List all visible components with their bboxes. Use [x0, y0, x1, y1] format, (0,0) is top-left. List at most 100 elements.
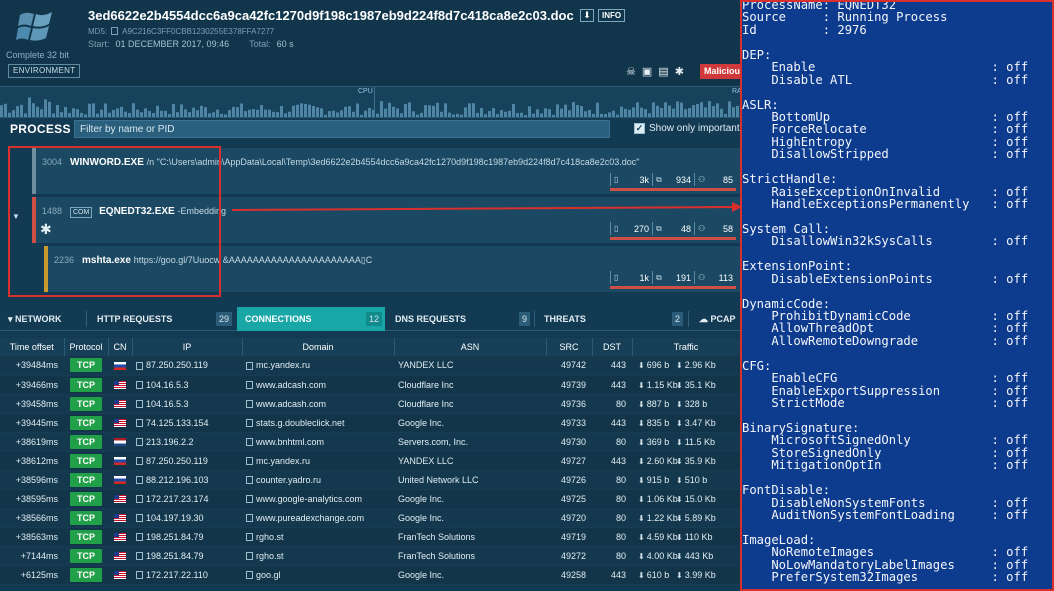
dst-port: 443 — [592, 375, 632, 395]
copy-icon[interactable] — [246, 419, 253, 428]
verdict-badge: Malicious — [700, 64, 740, 79]
process-item-eqnedt32[interactable]: 1488 COM EQNEDT32.EXE -Embedding ✱ ▯ 270 … — [32, 197, 740, 243]
download-arrow-icon: ⬇ — [638, 494, 645, 504]
copy-icon[interactable] — [136, 438, 143, 447]
info-button[interactable]: INFO — [598, 9, 626, 22]
country-flag-icon — [114, 476, 126, 485]
table-row[interactable]: +38563ms TCP 198.251.84.79 rgho.st FranTech … — [0, 527, 740, 547]
table-row[interactable]: +6125ms TCP 172.217.22.110 goo.gl Google Inc… — [0, 565, 740, 585]
table-row[interactable]: +38566ms TCP 104.197.19.30 www.pureadexchan… — [0, 508, 740, 528]
copy-icon[interactable] — [136, 533, 143, 542]
copy-icon[interactable] — [136, 381, 143, 390]
asn: FranTech Solutions — [394, 546, 546, 566]
cpu-bar — [668, 105, 671, 117]
copy-icon[interactable] — [246, 495, 253, 504]
tab-network[interactable]: ▾ NETWORK — [8, 314, 62, 324]
download-arrow-icon: ⬇ — [638, 380, 645, 390]
asn: United Network LLC — [394, 470, 546, 490]
tab-dns-requests[interactable]: DNS REQUESTS 9 — [387, 307, 533, 331]
total-value: 60 s — [276, 39, 294, 49]
table-row[interactable]: +39458ms TCP 104.16.5.3 www.adcash.com Cloud… — [0, 394, 740, 414]
cpu-bar — [232, 106, 235, 117]
dst-port: 80 — [592, 508, 632, 528]
cpu-bar — [168, 114, 171, 117]
cpu-bar — [528, 106, 531, 117]
cpu-bar — [156, 105, 159, 117]
copy-icon[interactable] — [136, 476, 143, 485]
col-domain[interactable]: Domain — [242, 338, 395, 356]
cpu-bar — [680, 102, 683, 117]
col-protocol[interactable]: Protocol — [64, 338, 109, 356]
copy-icon[interactable] — [246, 476, 253, 485]
copy-icon[interactable] — [136, 457, 143, 466]
tab-http-requests[interactable]: HTTP REQUESTS 29 — [89, 307, 235, 331]
table-row[interactable]: +7144ms TCP 198.251.84.79 rgho.st FranTech S… — [0, 546, 740, 566]
copy-icon[interactable] — [136, 495, 143, 504]
download-icon[interactable]: ⬇ — [580, 9, 594, 22]
process-filter-input[interactable] — [74, 120, 610, 138]
copy-icon[interactable] — [136, 514, 143, 523]
cpu-bar — [436, 102, 439, 117]
asn: Cloudflare Inc — [394, 375, 546, 395]
copy-icon[interactable] — [111, 27, 119, 35]
traffic-in: 2.96 Kb — [684, 360, 716, 371]
download-arrow-icon: ⬇ — [638, 399, 645, 409]
powershell-line: ExtensionPoint: — [742, 259, 853, 274]
traffic-out: 610 b — [646, 569, 670, 580]
traffic-out: 1.22 Kb — [646, 512, 678, 523]
tab-connections[interactable]: CONNECTIONS 12 — [237, 307, 385, 331]
copy-icon[interactable] — [246, 514, 253, 523]
collapse-arrow-icon[interactable]: ▼ — [12, 212, 20, 221]
copy-icon[interactable] — [246, 381, 253, 390]
traffic-in: 3.99 Kb — [684, 569, 716, 580]
country-flag-icon — [114, 457, 126, 466]
copy-icon[interactable] — [136, 400, 143, 409]
col-src[interactable]: SRC — [546, 338, 593, 356]
col-dst[interactable]: DST — [592, 338, 633, 356]
table-row[interactable]: +38619ms TCP 213.196.2.2 www.bnhtml.com Serv… — [0, 432, 740, 452]
cpu-bar — [620, 106, 623, 117]
copy-icon[interactable] — [246, 552, 253, 561]
copy-icon[interactable] — [136, 419, 143, 428]
copy-icon[interactable] — [246, 533, 253, 542]
ip-address: 74.125.133.154 — [146, 417, 209, 428]
cpu-bar — [88, 103, 91, 117]
copy-icon[interactable] — [246, 457, 253, 466]
cpu-bar — [384, 108, 387, 117]
copy-icon[interactable] — [136, 361, 143, 370]
process-item-mshta[interactable]: 2236 mshta.exe https://goo.gl/7Uuocw &AA… — [44, 246, 740, 292]
tab-threats[interactable]: THREATS 2 — [536, 307, 686, 331]
copy-icon[interactable] — [136, 552, 143, 561]
table-row[interactable]: +38596ms TCP 88.212.196.103 counter.yadro.r… — [0, 470, 740, 490]
copy-icon[interactable] — [246, 400, 253, 409]
process-item-winword[interactable]: 3004 WINWORD.EXE /n "C:\Users\admin\AppD… — [32, 148, 740, 194]
domain: www.google-analytics.com — [256, 493, 363, 504]
col-ip[interactable]: IP — [132, 338, 243, 356]
copy-icon[interactable] — [246, 361, 253, 370]
only-important-checkbox[interactable]: ✓ — [634, 123, 645, 134]
table-row[interactable]: +38612ms TCP 87.250.250.119 mc.yandex.ru YAN… — [0, 451, 740, 471]
dst-port: 80 — [592, 394, 632, 414]
col-traffic[interactable]: Traffic — [632, 338, 740, 356]
windows-logo-icon — [16, 12, 52, 41]
download-arrow-icon: ⬇ — [676, 456, 683, 466]
col-time-offset[interactable]: Time offset — [0, 338, 65, 356]
dst-port: 443 — [592, 565, 632, 585]
pcap-button[interactable]: ☁ PCAP — [699, 314, 736, 324]
table-row[interactable]: +39484ms TCP 87.250.250.119 mc.yandex.ru YAN… — [0, 356, 740, 376]
table-row[interactable]: +38595ms TCP 172.217.23.174 www.google-anal… — [0, 489, 740, 509]
col-cn[interactable]: CN — [108, 338, 133, 356]
copy-icon[interactable] — [136, 571, 143, 580]
ip-address: 198.251.84.79 — [146, 550, 204, 561]
copy-icon[interactable] — [246, 438, 253, 447]
network-tabs: ▾ NETWORK HTTP REQUESTS 29 CONNECTIONS 12 … — [0, 307, 740, 331]
cpu-bar — [112, 109, 115, 117]
col-asn[interactable]: ASN — [394, 338, 547, 356]
cpu-bar — [640, 107, 643, 117]
table-row[interactable]: +39466ms TCP 104.16.5.3 www.adcash.com Cloud… — [0, 375, 740, 395]
environment-button[interactable]: ENVIRONMENT — [8, 64, 81, 78]
process-stats: ▯ 270 ⧉ 48 ⚇ 58 — [610, 222, 736, 235]
protocol-badge: TCP — [70, 529, 102, 544]
copy-icon[interactable] — [246, 571, 253, 580]
table-row[interactable]: +39445ms TCP 74.125.133.154 stats.g.doublec… — [0, 413, 740, 433]
